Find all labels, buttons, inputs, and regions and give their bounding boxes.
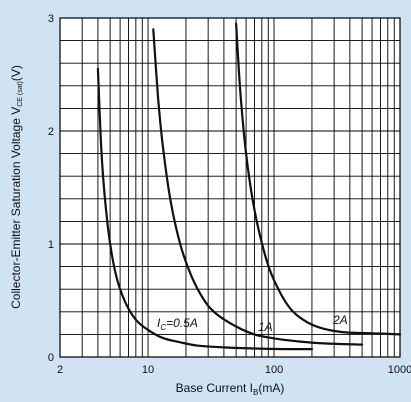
grid bbox=[60, 18, 400, 357]
curve-label-sub: C bbox=[160, 323, 166, 332]
x-axis-label-unit: (mA) bbox=[258, 381, 284, 395]
plot-background bbox=[60, 18, 400, 357]
x-tick-label: 10 bbox=[142, 364, 154, 376]
series-line-2 bbox=[152, 28, 364, 346]
x-axis-label: Base Current IB(mA) bbox=[176, 381, 285, 397]
curve-label-1: IC=0.5A bbox=[157, 316, 198, 332]
x-axis-label-sub: B bbox=[253, 388, 258, 397]
y-tick-label: 3 bbox=[48, 13, 54, 25]
x-axis-label-main: Base Current I bbox=[176, 381, 253, 395]
y-tick-label: 0 bbox=[48, 352, 54, 364]
curve-label-3: 2A bbox=[332, 313, 348, 327]
curve-label-prefix: I bbox=[157, 316, 161, 330]
y-tick-label: 1 bbox=[48, 239, 54, 251]
y-axis-label-main: Collector-Emitter Saturation Voltage V bbox=[9, 107, 23, 309]
y-axis-label-sub: CE (sat) bbox=[17, 81, 24, 107]
series-line-1 bbox=[96, 67, 313, 351]
curve-label-text: =0.5A bbox=[166, 316, 198, 330]
plot-frame bbox=[59, 17, 401, 358]
x-tick-label: 1000 bbox=[388, 364, 411, 376]
curve-labels: IC=0.5A 1A 2A bbox=[157, 313, 348, 334]
tick-labels: 2 10 100 1000 0 1 2 3 bbox=[48, 13, 411, 376]
curve-label-2: 1A bbox=[258, 320, 273, 334]
y-axis-label-unit: (V) bbox=[9, 65, 23, 81]
y-tick-label: 2 bbox=[48, 126, 54, 138]
y-axis-label: Collector-Emitter Saturation Voltage VCE… bbox=[9, 65, 24, 309]
curves bbox=[96, 22, 402, 351]
x-tick-label: 100 bbox=[265, 364, 283, 376]
x-tick-label: 2 bbox=[57, 364, 63, 376]
series-line-3 bbox=[235, 22, 402, 336]
